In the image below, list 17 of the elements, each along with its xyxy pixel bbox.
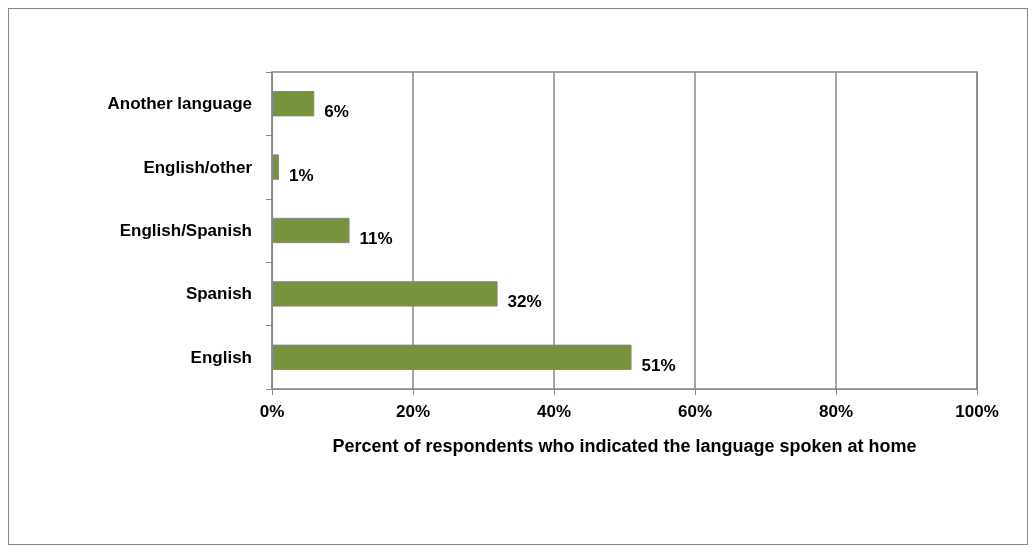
x-tick-label: 0% [259, 402, 285, 421]
y-tick-label: English/other [143, 157, 253, 177]
y-tick-label: Another language [107, 94, 252, 114]
y-tick-label: Spanish [185, 284, 252, 304]
x-tick-label: 60% [677, 402, 713, 421]
data-label: 51% [641, 355, 676, 375]
x-axis-title: Percent of respondents who indicated the language spoken at home [332, 436, 917, 456]
data-label: 1% [289, 165, 314, 185]
x-tick-label: 100% [955, 402, 999, 421]
y-tick-label: English [190, 347, 252, 367]
data-label: 11% [359, 229, 393, 248]
data-label: 6% [324, 102, 349, 122]
x-tick-label: 80% [818, 402, 854, 421]
data-label: 32% [507, 292, 542, 312]
x-tick-label: 40% [536, 402, 572, 421]
x-tick-label: 20% [395, 402, 431, 421]
y-tick-label: English/Spanish [119, 221, 252, 240]
